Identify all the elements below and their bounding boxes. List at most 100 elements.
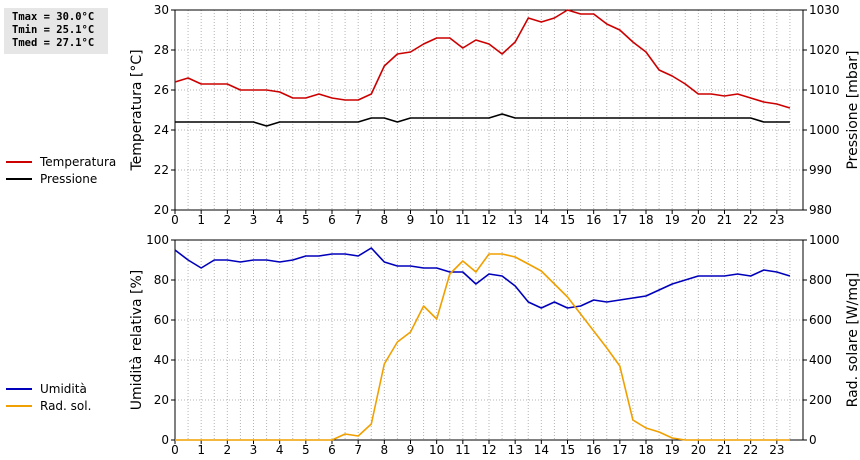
x-tick-label: 4 <box>276 213 284 227</box>
x-tick-label: 4 <box>276 443 284 457</box>
y-left-tick-label: 20 <box>154 393 169 407</box>
y-right-tick-label: 200 <box>809 393 832 407</box>
y-left-tick-label: 0 <box>161 433 169 447</box>
y-left-axis-label: Temperatura [°C] <box>129 49 145 171</box>
series-line-rad-sol <box>175 253 790 441</box>
x-tick-label: 11 <box>455 213 470 227</box>
x-tick-label: 6 <box>328 213 336 227</box>
tmax-label: Tmax = 30.0°C <box>12 11 95 23</box>
y-left-tick-label: 24 <box>154 123 169 137</box>
legend-label-temperatura: Temperatura <box>40 154 117 169</box>
x-tick-label: 1 <box>197 443 205 457</box>
x-tick-label: 14 <box>534 213 549 227</box>
x-tick-label: 23 <box>769 213 784 227</box>
x-tick-label: 14 <box>534 443 549 457</box>
y-right-tick-label: 0 <box>809 433 817 447</box>
y-right-axis-label: Pressione [mbar] <box>845 50 860 169</box>
x-tick-label: 19 <box>665 443 680 457</box>
legend-swatch-black <box>6 177 32 180</box>
legend-top: Temperatura Pressione <box>6 153 116 187</box>
legend-item-temperatura: Temperatura <box>6 153 116 170</box>
y-right-tick-label: 1000 <box>809 233 840 247</box>
x-tick-label: 12 <box>481 213 496 227</box>
x-tick-label: 10 <box>429 213 444 227</box>
x-tick-label: 0 <box>171 213 179 227</box>
x-tick-label: 23 <box>769 443 784 457</box>
x-tick-label: 2 <box>224 213 232 227</box>
y-left-tick-label: 30 <box>154 3 169 17</box>
x-tick-label: 5 <box>302 443 310 457</box>
x-tick-label: 0 <box>171 443 179 457</box>
x-tick-label: 20 <box>691 443 706 457</box>
tmed-label: Tmed = 27.1°C <box>12 37 95 49</box>
x-tick-label: 22 <box>743 443 758 457</box>
x-tick-label: 6 <box>328 443 336 457</box>
x-tick-label: 17 <box>612 213 627 227</box>
x-tick-label: 8 <box>381 443 389 457</box>
y-right-tick-label: 980 <box>809 203 832 217</box>
x-tick-label: 16 <box>586 213 601 227</box>
y-right-tick-label: 400 <box>809 353 832 367</box>
legend-label-rad-sol: Rad. sol. <box>40 398 92 413</box>
y-left-tick-label: 80 <box>154 273 169 287</box>
x-tick-label: 11 <box>455 443 470 457</box>
y-right-axis-label: Rad. solare [W/mq] <box>845 273 860 408</box>
x-tick-label: 19 <box>665 213 680 227</box>
legend-item-rad-sol: Rad. sol. <box>6 397 91 414</box>
x-tick-label: 7 <box>354 213 362 227</box>
x-tick-label: 16 <box>586 443 601 457</box>
x-tick-label: 3 <box>250 213 258 227</box>
y-right-tick-label: 990 <box>809 163 832 177</box>
x-tick-label: 18 <box>638 443 653 457</box>
series-line-umidit <box>174 247 791 309</box>
y-right-tick-label: 1010 <box>809 83 840 97</box>
x-tick-label: 2 <box>224 443 232 457</box>
x-tick-label: 9 <box>407 213 415 227</box>
x-tick-label: 20 <box>691 213 706 227</box>
x-tick-label: 5 <box>302 213 310 227</box>
x-tick-label: 17 <box>612 443 627 457</box>
x-tick-label: 22 <box>743 213 758 227</box>
series-line-temperatura <box>174 9 791 109</box>
y-left-tick-label: 40 <box>154 353 169 367</box>
stats-box: Tmax = 30.0°C Tmin = 25.1°C Tmed = 27.1°… <box>4 8 108 54</box>
y-left-axis-label: Umidità relativa [%] <box>129 270 145 411</box>
x-tick-label: 13 <box>508 213 523 227</box>
legend-label-pressione: Pressione <box>40 171 98 186</box>
chart-panel-0: 0 1 2 3 4 5 6 7 8 9 10 11 12 13 14 15 16 17 18 19 20 21 22 2320… <box>129 3 860 227</box>
x-tick-label: 10 <box>429 443 444 457</box>
x-tick-label: 1 <box>197 213 205 227</box>
y-right-tick-label: 1020 <box>809 43 840 57</box>
y-right-tick-label: 1030 <box>809 3 840 17</box>
x-tick-label: 12 <box>481 443 496 457</box>
y-left-tick-label: 20 <box>154 203 169 217</box>
x-tick-label: 9 <box>407 443 415 457</box>
x-tick-label: 21 <box>717 213 732 227</box>
x-tick-label: 18 <box>638 213 653 227</box>
y-left-tick-label: 22 <box>154 163 169 177</box>
legend-swatch-red <box>6 160 32 163</box>
legend-item-umidita: Umidità <box>6 380 91 397</box>
legend-item-pressione: Pressione <box>6 170 116 187</box>
tmin-label: Tmin = 25.1°C <box>12 24 95 36</box>
y-left-tick-label: 60 <box>154 313 169 327</box>
legend-label-umidita: Umidità <box>40 381 87 396</box>
chart-panel-1: 0 1 2 3 4 5 6 7 8 9 10 11 12 13 14 15 16 17 18 19 20 21 22 2302… <box>129 233 860 457</box>
x-tick-label: 8 <box>381 213 389 227</box>
x-tick-label: 13 <box>508 443 523 457</box>
x-tick-label: 15 <box>560 443 575 457</box>
x-tick-label: 21 <box>717 443 732 457</box>
y-right-tick-label: 600 <box>809 313 832 327</box>
x-tick-label: 3 <box>250 443 258 457</box>
legend-swatch-blue <box>6 387 32 390</box>
legend-bottom: Umidità Rad. sol. <box>6 380 91 414</box>
y-left-tick-label: 26 <box>154 83 169 97</box>
y-right-tick-label: 800 <box>809 273 832 287</box>
y-right-tick-label: 1000 <box>809 123 840 137</box>
series-line-pressione <box>175 113 790 127</box>
x-tick-label: 15 <box>560 213 575 227</box>
y-left-tick-label: 100 <box>146 233 169 247</box>
x-tick-label: 7 <box>354 443 362 457</box>
legend-swatch-orange <box>6 404 32 407</box>
